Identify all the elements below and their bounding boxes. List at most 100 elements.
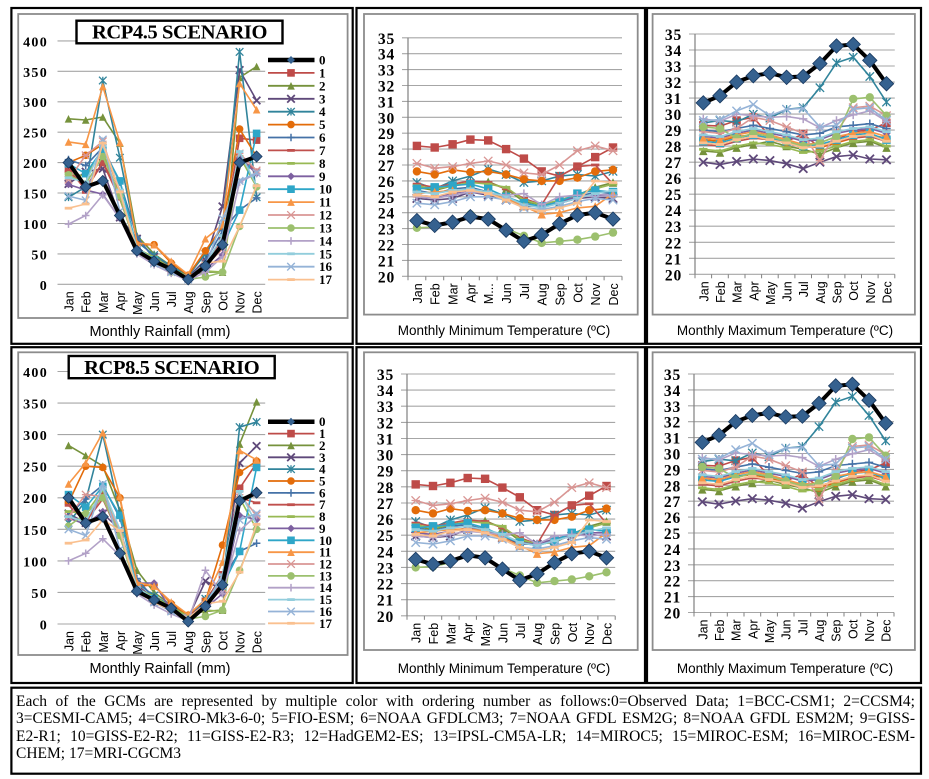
svg-text:Feb: Feb bbox=[713, 619, 727, 641]
svg-text:0: 0 bbox=[40, 619, 48, 634]
svg-text:25: 25 bbox=[665, 187, 682, 204]
svg-text:Aug: Aug bbox=[814, 281, 828, 303]
svg-text:17: 17 bbox=[319, 616, 333, 631]
svg-text:10: 10 bbox=[319, 533, 332, 548]
svg-text:Jan: Jan bbox=[696, 619, 710, 639]
svg-text:Nov: Nov bbox=[234, 630, 248, 653]
svg-text:25: 25 bbox=[377, 528, 394, 545]
svg-text:27: 27 bbox=[378, 158, 395, 175]
svg-text:28: 28 bbox=[377, 480, 394, 497]
svg-text:26: 26 bbox=[377, 512, 394, 529]
svg-text:Sep: Sep bbox=[199, 631, 213, 653]
svg-text:May: May bbox=[131, 630, 145, 654]
svg-text:May: May bbox=[764, 281, 778, 305]
svg-text:21: 21 bbox=[377, 593, 394, 610]
svg-text:Jun: Jun bbox=[780, 619, 794, 639]
svg-text:Jan: Jan bbox=[697, 281, 711, 301]
svg-text:Aug: Aug bbox=[536, 283, 550, 305]
svg-text:30: 30 bbox=[665, 107, 682, 124]
svg-text:Jun: Jun bbox=[148, 631, 162, 651]
svg-text:Jun: Jun bbox=[496, 623, 510, 643]
svg-text:5: 5 bbox=[319, 117, 326, 132]
svg-text:Feb: Feb bbox=[427, 623, 441, 645]
svg-text:34: 34 bbox=[664, 383, 681, 400]
svg-text:Aug: Aug bbox=[182, 291, 196, 313]
svg-text:Aug: Aug bbox=[182, 631, 196, 653]
svg-text:Oct: Oct bbox=[847, 281, 861, 301]
svg-text:0: 0 bbox=[40, 279, 48, 294]
svg-text:13: 13 bbox=[319, 568, 333, 583]
svg-text:Monthly Minimum Temperature (º: Monthly Minimum Temperature (ºC) bbox=[398, 661, 611, 676]
svg-text:1: 1 bbox=[319, 65, 326, 80]
svg-text:150: 150 bbox=[23, 524, 48, 539]
svg-text:Jan: Jan bbox=[63, 631, 77, 651]
svg-text:400: 400 bbox=[23, 366, 48, 381]
svg-text:300: 300 bbox=[23, 96, 48, 111]
svg-text:1: 1 bbox=[319, 426, 326, 441]
svg-text:Jan: Jan bbox=[411, 283, 425, 303]
svg-text:Sep: Sep bbox=[549, 623, 563, 645]
svg-text:24: 24 bbox=[377, 544, 394, 561]
svg-text:Dec: Dec bbox=[881, 281, 895, 303]
svg-text:14: 14 bbox=[319, 580, 333, 595]
svg-text:28: 28 bbox=[664, 478, 681, 495]
svg-text:Sep: Sep bbox=[554, 283, 568, 305]
svg-text:Nov: Nov bbox=[864, 281, 878, 304]
svg-text:Mar: Mar bbox=[447, 283, 461, 305]
svg-text:400: 400 bbox=[23, 35, 48, 50]
svg-text:11: 11 bbox=[319, 195, 331, 210]
svg-text:350: 350 bbox=[23, 398, 48, 413]
svg-text:300: 300 bbox=[23, 429, 48, 444]
svg-text:28: 28 bbox=[665, 139, 682, 156]
svg-text:20: 20 bbox=[377, 609, 394, 626]
svg-text:50: 50 bbox=[31, 248, 48, 263]
svg-text:20: 20 bbox=[378, 269, 395, 286]
svg-text:Mar: Mar bbox=[731, 281, 745, 303]
svg-text:Mar: Mar bbox=[730, 620, 744, 642]
svg-text:20: 20 bbox=[664, 606, 681, 623]
svg-text:5: 5 bbox=[319, 474, 326, 489]
svg-text:0: 0 bbox=[319, 53, 326, 68]
svg-text:7: 7 bbox=[319, 143, 326, 158]
svg-text:21: 21 bbox=[378, 253, 395, 270]
svg-text:Aug: Aug bbox=[531, 623, 545, 645]
svg-text:Sep: Sep bbox=[831, 281, 845, 303]
svg-text:Dec: Dec bbox=[880, 620, 894, 642]
svg-text:Oct: Oct bbox=[217, 630, 231, 650]
svg-text:33: 33 bbox=[664, 399, 681, 416]
svg-text:35: 35 bbox=[665, 27, 682, 44]
svg-text:Mar: Mar bbox=[97, 291, 111, 313]
svg-text:Jul: Jul bbox=[796, 620, 810, 636]
svg-text:26: 26 bbox=[665, 171, 682, 188]
svg-text:Jul: Jul bbox=[518, 283, 532, 299]
svg-text:Oct: Oct bbox=[571, 283, 585, 303]
svg-text:Aug: Aug bbox=[813, 619, 827, 641]
svg-text:22: 22 bbox=[377, 577, 394, 594]
svg-text:350: 350 bbox=[23, 66, 48, 81]
svg-text:16: 16 bbox=[319, 604, 333, 619]
svg-text:35: 35 bbox=[377, 367, 394, 384]
svg-text:Apr: Apr bbox=[746, 620, 760, 639]
svg-text:29: 29 bbox=[664, 462, 681, 479]
svg-text:3: 3 bbox=[319, 91, 326, 106]
svg-text:32: 32 bbox=[664, 415, 681, 432]
svg-text:Monthly Maximum Temperature (º: Monthly Maximum Temperature (ºC) bbox=[677, 323, 893, 338]
svg-text:Jun: Jun bbox=[148, 291, 162, 311]
svg-text:14: 14 bbox=[319, 233, 333, 248]
svg-text:29: 29 bbox=[665, 123, 682, 140]
svg-text:Jun: Jun bbox=[781, 281, 795, 301]
svg-text:RCP8.5 SCENARIO: RCP8.5 SCENARIO bbox=[84, 357, 259, 379]
svg-text:26: 26 bbox=[378, 174, 395, 191]
svg-text:150: 150 bbox=[23, 188, 48, 203]
svg-text:12: 12 bbox=[319, 208, 332, 223]
svg-text:6: 6 bbox=[319, 485, 326, 500]
svg-text:Jul: Jul bbox=[165, 291, 179, 307]
svg-text:Sep: Sep bbox=[830, 619, 844, 641]
svg-text:2: 2 bbox=[319, 78, 326, 93]
svg-text:33: 33 bbox=[377, 399, 394, 416]
svg-text:9: 9 bbox=[319, 169, 326, 184]
svg-text:Nov: Nov bbox=[863, 619, 877, 642]
svg-text:Apr: Apr bbox=[747, 281, 761, 300]
svg-text:22: 22 bbox=[664, 574, 681, 591]
svg-text:Dec: Dec bbox=[251, 631, 265, 653]
